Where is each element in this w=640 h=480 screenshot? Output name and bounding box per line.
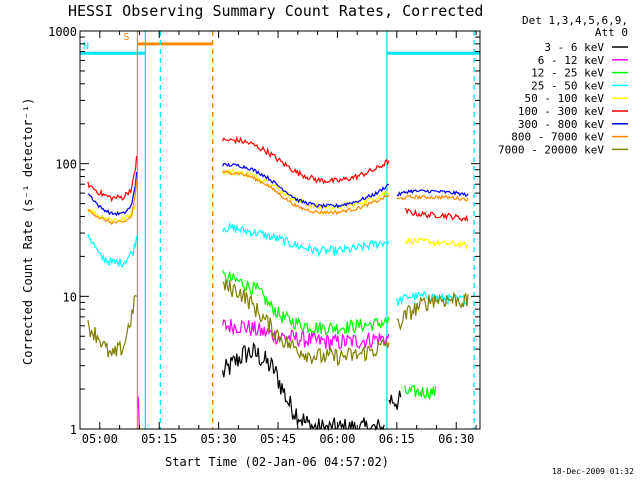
series-line-2-seg-0 — [222, 269, 390, 336]
series-line-5-seg-1 — [222, 135, 390, 185]
axes: 05:00 05:15 05:30 05:45 06:00 06:15 06:30 1 10 10… — [48, 25, 480, 446]
legend-label-2: 12 - 25 keV — [531, 67, 604, 80]
flag-label-S: S — [123, 32, 129, 43]
legend-label-3: 25 - 50 keV — [531, 79, 604, 92]
x-tick-label-5: 06:15 — [379, 432, 415, 446]
legend-label-8: 7000 - 20000 keV — [498, 143, 604, 156]
series-line-5-seg-2 — [404, 208, 469, 223]
legend-label-5: 100 - 300 keV — [518, 105, 604, 118]
y-axis-label: Corrected Count Rate (s⁻¹ detector⁻¹) — [21, 98, 35, 365]
series-line-4-seg-2 — [404, 236, 469, 251]
y-tick-label-1: 10 — [63, 290, 77, 304]
series-line-1-seg-1 — [137, 396, 140, 430]
y-tick-label-2: 100 — [55, 158, 77, 172]
legend-label-4: 50 - 100 keV — [525, 92, 605, 105]
footer-timestamp: 18-Dec-2009 01:32 — [552, 467, 634, 476]
series-line-3-seg-0 — [87, 234, 138, 269]
series-line-4-seg-1 — [222, 168, 389, 211]
series-line-7-seg-1 — [222, 170, 390, 216]
legend-header-0: Det 1,3,4,5,6,9, — [522, 14, 628, 27]
series-line-1-seg-0 — [222, 319, 390, 351]
series-line-3-seg-1 — [222, 221, 390, 258]
legend-label-7: 800 - 7000 keV — [511, 131, 604, 144]
series-line-7-seg-0 — [87, 179, 138, 226]
series-line-5-seg-0 — [87, 155, 138, 203]
x-axis-label: Start Time (02-Jan-06 04:57:02) — [165, 455, 389, 469]
series-line-3-seg-2 — [396, 291, 469, 307]
plot-frame — [79, 30, 481, 430]
series-line-8-seg-1 — [222, 279, 390, 367]
series-line-7-seg-2 — [396, 194, 469, 202]
legend-header-1: Att 0 — [595, 26, 628, 39]
series-line-0-seg-1 — [388, 390, 402, 410]
y-tick-label-0: 1 — [70, 423, 77, 437]
series-line-6-seg-0 — [87, 171, 138, 217]
series-line-2-seg-1 — [404, 385, 437, 401]
series-line-6-seg-2 — [396, 188, 469, 198]
series-line-6-seg-1 — [222, 162, 389, 209]
x-tick-label-1: 05:15 — [141, 432, 177, 446]
legend-label-6: 300 - 800 keV — [518, 118, 604, 131]
x-tick-label-2: 05:30 — [201, 432, 237, 446]
y-tick-label-3: 1000 — [48, 25, 77, 39]
chart-title: HESSI Observing Summary Count Rates, Cor… — [68, 2, 483, 20]
x-tick-label-3: 05:45 — [260, 432, 296, 446]
x-tick-label-0: 05:00 — [82, 432, 118, 446]
flag-label-N: N — [83, 41, 89, 52]
plot-area: SN — [80, 31, 480, 432]
series-line-8-seg-2 — [396, 291, 469, 332]
legend-label-1: 6 - 12 keV — [538, 54, 605, 67]
x-tick-label-4: 06:00 — [319, 432, 355, 446]
series-line-8-seg-0 — [87, 294, 137, 358]
x-tick-label-6: 06:30 — [438, 432, 474, 446]
legend-label-0: 3 - 6 keV — [544, 41, 604, 54]
